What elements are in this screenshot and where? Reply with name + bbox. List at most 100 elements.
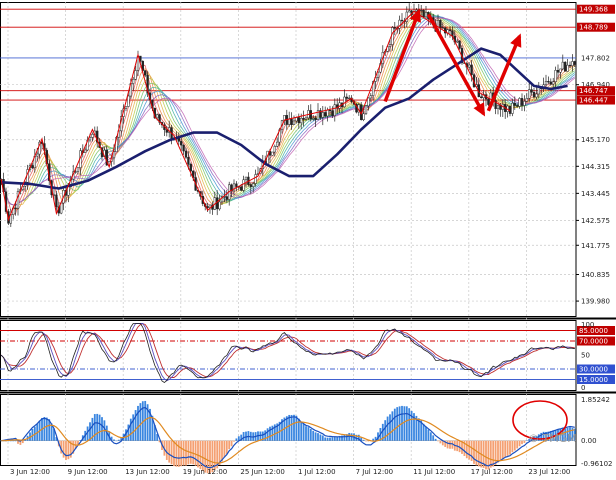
macd-bar <box>319 434 322 441</box>
macd-bar <box>21 440 24 444</box>
candle-body <box>456 40 459 43</box>
macd-bar <box>91 417 94 441</box>
macd-bar <box>381 423 384 441</box>
candle-body <box>244 176 248 181</box>
macd-bar <box>506 440 509 456</box>
macd-bar <box>175 440 178 467</box>
candle-body <box>55 194 58 208</box>
macd-bar <box>415 415 418 441</box>
price-label: 146.747 <box>579 87 608 95</box>
macd-bar <box>185 440 187 466</box>
macd-bar <box>134 410 137 441</box>
macd-bar <box>19 440 22 445</box>
macd-bar <box>341 435 343 441</box>
macd-bar <box>206 440 209 474</box>
macd-tick-label: -0.96102 <box>581 460 612 468</box>
price-label: 149.368 <box>579 6 608 14</box>
macd-bar <box>405 406 408 441</box>
panel-frame <box>0 2 577 317</box>
ma-ribbon-line <box>0 14 576 206</box>
candle-body <box>134 70 137 80</box>
macd-bar <box>331 437 334 441</box>
macd-bar <box>273 424 276 441</box>
candle-body <box>547 81 550 83</box>
macd-bar <box>355 434 358 441</box>
candle-body <box>36 153 39 157</box>
candle-body <box>146 74 149 94</box>
candle-body <box>184 150 188 158</box>
macd-bar <box>451 440 454 449</box>
candle-body <box>252 183 255 187</box>
candle-body <box>513 102 516 106</box>
candle-body <box>295 117 298 122</box>
candle-body <box>141 60 144 71</box>
macd-bar <box>60 440 63 454</box>
macd-bar <box>204 440 207 473</box>
candle-body <box>400 19 404 22</box>
macd-bar <box>386 416 389 441</box>
macd-bar <box>504 440 507 457</box>
macd-bar <box>425 426 427 441</box>
macd-tick-label: 0.00 <box>581 437 597 445</box>
macd-bar <box>357 434 360 441</box>
macd-bar <box>377 432 379 441</box>
x-tick-label: 9 Jun 12:00 <box>68 468 108 476</box>
candle-body <box>441 27 444 29</box>
macd-bar <box>345 434 348 441</box>
macd-bar <box>437 440 439 442</box>
candle-body <box>112 151 116 159</box>
candle-body <box>367 97 370 107</box>
macd-bar <box>43 417 46 441</box>
macd-bar <box>362 439 365 441</box>
macd-bar <box>242 432 245 441</box>
candle-body <box>393 27 396 29</box>
macd-bar <box>55 436 58 441</box>
price-label-box <box>577 86 615 96</box>
macd-bar <box>545 431 547 441</box>
price-label-box <box>577 95 615 105</box>
macd-bar <box>295 415 298 441</box>
candle-body <box>343 96 346 108</box>
candle-body <box>345 96 348 99</box>
macd-bar <box>417 418 420 441</box>
macd-bar <box>561 428 564 441</box>
macd-line <box>1 406 575 469</box>
macd-bar <box>410 410 413 441</box>
macd-bar <box>285 416 288 441</box>
macd-tick-label: 1.85242 <box>581 396 610 404</box>
macd-bar <box>336 436 339 441</box>
macd-bar <box>549 431 552 441</box>
macd-bar <box>230 440 233 447</box>
macd-bar <box>86 426 89 441</box>
candle-body <box>537 87 540 95</box>
panel-frame <box>0 320 577 391</box>
macd-bar <box>509 440 511 455</box>
macd-bar <box>199 440 202 470</box>
rsi-level-box <box>577 336 615 346</box>
macd-bar <box>48 419 51 441</box>
macd-bar <box>434 438 437 441</box>
y-tick-label: 140.835 <box>581 271 610 279</box>
price-label: 146.447 <box>579 97 608 105</box>
panel-frame <box>0 394 577 466</box>
ma-ribbon-line <box>0 10 576 215</box>
macd-bar <box>329 437 331 441</box>
zigzag-path <box>0 10 511 222</box>
candle-body <box>552 81 555 85</box>
macd-bar <box>468 440 471 460</box>
macd-bar <box>290 414 293 441</box>
macd-bar <box>225 440 228 455</box>
macd-bar <box>12 440 15 442</box>
candle-body <box>369 95 372 99</box>
candle-body <box>516 105 519 107</box>
candle-body <box>523 100 526 106</box>
rsi-line <box>0 323 575 383</box>
macd-bar <box>573 428 576 441</box>
candle-body <box>333 104 336 116</box>
x-tick-label: 23 Jul 12:00 <box>528 468 570 476</box>
rsi-tick-label: 100 <box>581 321 594 329</box>
candle-body <box>216 197 219 210</box>
macd-bar <box>413 413 415 441</box>
macd-bar <box>552 430 555 441</box>
